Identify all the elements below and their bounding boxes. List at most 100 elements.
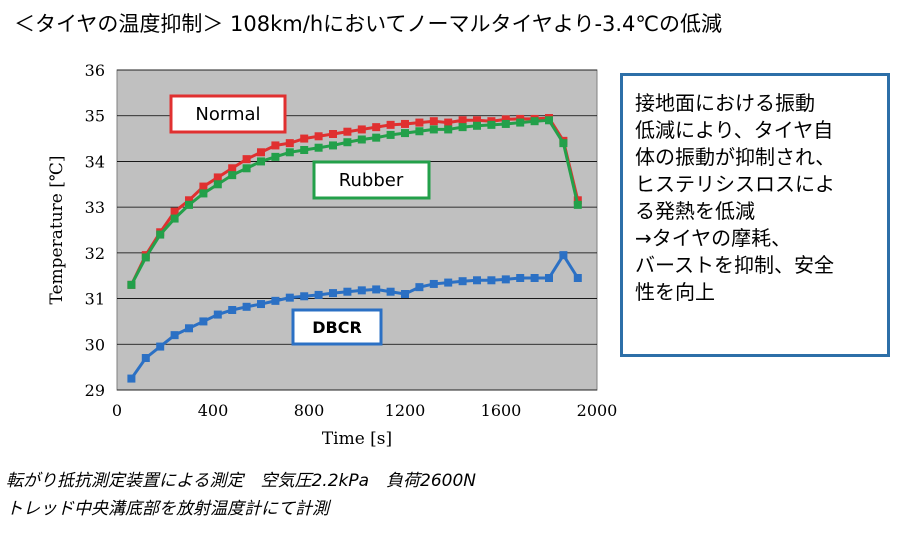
data-point-dbcr [271, 296, 280, 305]
data-point-rubber [343, 138, 352, 147]
data-point-dbcr [228, 306, 237, 314]
data-point-normal [300, 134, 309, 143]
data-point-normal [271, 141, 280, 150]
data-point-rubber [545, 116, 553, 125]
series-rubber [127, 116, 582, 289]
data-point-normal [429, 117, 438, 126]
data-point-normal [213, 173, 222, 182]
note-line: 体の振動が抑制され、 [635, 145, 836, 169]
x-tick-label: 1600 [481, 401, 522, 420]
data-point-dbcr [141, 354, 150, 362]
data-point-rubber [573, 200, 582, 209]
x-axis-label: Time [s] [322, 429, 392, 449]
data-point-normal [458, 116, 467, 125]
data-point-normal [415, 118, 424, 127]
data-point-rubber [487, 120, 496, 129]
y-tick-label: 35 [85, 107, 105, 126]
x-axis-ticks: 0 400 800 1200 1600 2000 [112, 401, 617, 420]
data-point-normal [329, 130, 337, 138]
y-tick-label: 29 [85, 381, 105, 400]
data-point-dbcr [300, 292, 309, 301]
data-point-rubber [213, 180, 222, 189]
data-point-normal [170, 207, 179, 216]
data-point-rubber [314, 143, 323, 152]
data-point-dbcr [516, 274, 525, 282]
data-point-dbcr [458, 277, 467, 286]
data-point-dbcr [501, 275, 510, 284]
y-tick-label: 32 [85, 244, 105, 263]
data-point-normal [372, 123, 381, 132]
data-point-rubber [458, 123, 467, 132]
y-tick-label: 30 [85, 335, 105, 354]
data-point-dbcr [415, 283, 424, 292]
data-point-rubber [170, 214, 179, 223]
data-point-dbcr [127, 374, 136, 383]
y-tick-label: 33 [85, 198, 105, 217]
series-label-rubber: Rubber [339, 170, 404, 191]
y-axis-ticks: 29 30 31 32 33 34 35 36 [85, 61, 105, 400]
series-label-dbcr: DBCR [312, 318, 362, 337]
data-point-normal [401, 119, 409, 128]
series-lines [127, 114, 582, 383]
data-point-normal [199, 182, 208, 191]
data-point-rubber [372, 133, 381, 142]
x-tick-label: 800 [294, 401, 325, 420]
data-point-normal [473, 116, 481, 125]
note-line: バーストを抑制、安全 [635, 253, 834, 277]
callout-normal-box [169, 94, 287, 134]
data-point-rubber [257, 157, 265, 166]
data-point-dbcr [329, 289, 337, 298]
data-point-normal [228, 164, 237, 173]
data-point-rubber [501, 119, 510, 128]
x-tick-label: 0 [112, 401, 122, 420]
callout-rubber-box [312, 160, 431, 200]
data-point-dbcr [199, 317, 208, 326]
data-point-normal [285, 139, 294, 148]
data-point-rubber [199, 189, 208, 198]
data-point-normal [357, 125, 366, 134]
data-point-dbcr [545, 274, 553, 282]
data-point-normal [343, 127, 352, 136]
data-point-rubber [127, 280, 136, 289]
data-point-rubber [300, 146, 309, 154]
data-point-dbcr [242, 302, 251, 311]
data-point-rubber [444, 125, 453, 134]
data-point-dbcr [314, 290, 323, 299]
data-point-dbcr [357, 286, 366, 295]
callout-rubber: Rubber [312, 160, 431, 200]
data-point-rubber [242, 164, 251, 173]
data-point-dbcr [559, 251, 568, 260]
note-line: 接地面における振動 [635, 91, 815, 115]
data-point-dbcr [429, 279, 438, 288]
data-point-rubber [429, 125, 438, 134]
page-title: ＜タイヤの温度抑制＞ 108km/hにおいてノーマルタイヤより-3.4℃の低減 [14, 12, 723, 36]
x-tick-label: 1200 [385, 401, 426, 420]
data-point-rubber [401, 129, 409, 138]
data-point-dbcr [343, 287, 352, 296]
data-point-dbcr [473, 276, 481, 285]
note-line: ヒステリシスロスによ [635, 172, 835, 196]
x-tick-label: 400 [198, 401, 229, 420]
data-point-rubber [415, 127, 424, 136]
note-line: 性を向上 [635, 280, 715, 304]
data-point-dbcr [487, 276, 496, 285]
data-point-dbcr [401, 290, 409, 298]
data-point-dbcr [386, 287, 395, 296]
footnote-method: トレッド中央溝底部を放射温度計にて計測 [6, 499, 329, 519]
data-point-normal [386, 120, 395, 129]
callout-dbcr-box [291, 308, 383, 346]
explanation-box: 接地面における振動 低減により、タイヤ自 体の振動が抑制され、 ヒステリシスロス… [620, 73, 890, 357]
data-point-dbcr [156, 342, 165, 351]
data-point-dbcr [257, 300, 265, 309]
x-tick-label: 2000 [577, 401, 618, 420]
data-point-rubber [559, 139, 568, 148]
data-point-normal [314, 132, 323, 141]
data-point-rubber [329, 141, 337, 150]
data-point-normal [185, 196, 193, 205]
data-point-dbcr [444, 278, 453, 287]
data-point-rubber [156, 230, 165, 239]
data-point-normal [242, 155, 251, 164]
data-point-normal [444, 118, 453, 127]
data-point-dbcr [185, 324, 193, 333]
data-point-rubber [386, 130, 395, 139]
